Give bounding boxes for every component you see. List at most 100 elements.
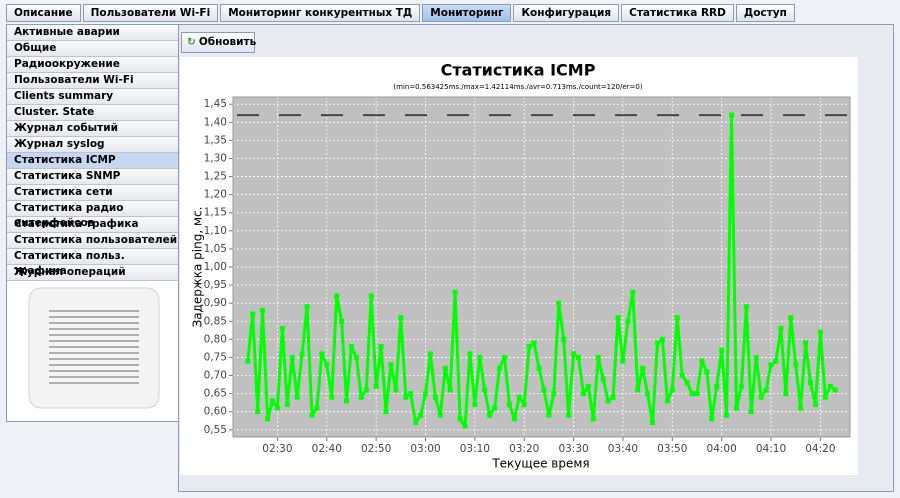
menu-item[interactable]: Clients summary [7,89,179,105]
data-point [571,351,577,357]
data-point [492,405,498,411]
data-point [279,325,285,331]
y-tick-label: 0,75 [204,351,227,363]
data-point [398,315,404,321]
data-point [684,380,690,386]
data-point [497,365,503,371]
menu-item[interactable]: Статистика радио интерфейсов [7,201,179,229]
data-point [408,391,414,397]
data-point [605,398,611,404]
data-point [353,354,359,360]
data-point [743,304,749,310]
data-point [393,387,399,393]
data-point [590,416,596,422]
tab[interactable]: Доступ [735,4,795,22]
menu: Активные аварии Общие Радиоокружение Пользо… [7,25,179,281]
tab[interactable]: Мониторинг [422,4,512,22]
menu-item[interactable]: Cluster. State [7,105,179,121]
data-point [738,383,744,389]
data-point [783,391,789,397]
menu-item[interactable]: Статистика пользователей [7,233,179,249]
data-point [299,351,305,357]
x-tick-label: 02:50 [361,443,391,455]
data-point [694,391,700,397]
menu-item[interactable]: Статистика ICMP [7,153,179,169]
data-point [808,380,814,386]
data-point [674,315,680,321]
data-point [339,318,345,324]
data-point [595,354,601,360]
data-point [467,351,473,357]
tab[interactable]: Конфигурация [513,4,620,22]
tab[interactable]: Мониторинг конкурентных ТД [220,4,421,22]
data-point [576,354,582,360]
data-point [615,315,621,321]
data-point [348,344,354,350]
y-tick-label: 0,70 [204,370,227,382]
tab[interactable]: Статистика RRD [621,4,734,22]
y-tick-label: 0,80 [204,333,227,345]
y-tick-label: 1,40 [204,116,227,128]
sidebar: Активные аварии Общие Радиоокружение Пользо… [6,24,180,422]
data-point [403,394,409,400]
data-point [620,358,626,364]
menu-item[interactable]: Статистика польз. трафика [7,249,179,277]
data-point [536,365,542,371]
data-point [260,307,266,313]
tab-bar: Описание Пользователи Wi-Fi Мониторинг кон… [6,4,795,22]
data-point [324,362,330,368]
data-point [600,376,606,382]
data-point [812,401,818,407]
y-tick-label: 0,85 [204,315,227,327]
data-point [521,401,527,407]
data-point [822,394,828,400]
data-point [314,405,320,411]
data-point [334,293,340,299]
data-point [551,391,557,397]
plot-border [232,96,851,438]
data-point [827,383,833,389]
data-point [664,398,670,404]
chart: Статистика ICMP (min=0.563425ms./max=1.4… [180,57,858,475]
menu-item[interactable]: Статистика сети [7,185,179,201]
data-point [269,398,275,404]
data-point [294,394,300,400]
data-point [531,340,537,346]
data-point [798,405,804,411]
data-point [437,412,443,418]
menu-item[interactable]: Общие [7,41,179,57]
refresh-button[interactable]: ↻ Обновить [181,32,256,53]
data-point [748,409,754,415]
device-image [28,287,160,409]
menu-item[interactable]: Пользователи Wi-Fi [7,73,179,89]
data-point [447,387,453,393]
data-point [610,394,616,400]
data-point [753,354,759,360]
tab[interactable]: Пользователи Wi-Fi [82,4,219,22]
data-line [246,113,837,428]
menu-item[interactable]: Радиоокружение [7,57,179,73]
data-point [432,394,438,400]
menu-item[interactable]: Активные аварии [7,25,179,41]
y-tick-label: 0,55 [204,424,227,436]
data-point [358,394,364,400]
x-tick-label: 03:10 [460,443,490,455]
data-point [654,340,660,346]
data-point [373,383,379,389]
data-point [477,354,483,360]
data-point [319,351,325,357]
data-point [719,347,725,353]
data-point [368,293,374,299]
menu-item[interactable]: Журнал событий [7,121,179,137]
y-tick-label: 1,05 [204,243,227,255]
tab[interactable]: Описание [6,4,81,22]
data-point [418,412,424,418]
menu-item[interactable]: Статистика трафика [7,217,179,233]
data-point [566,412,572,418]
menu-item[interactable]: Журнал syslog [7,137,179,153]
menu-item[interactable]: Статистика SNMP [7,169,179,185]
data-point [817,329,823,335]
menu-item[interactable]: Журнал операций [7,265,179,281]
data-point [413,420,419,426]
data-point [768,362,774,368]
